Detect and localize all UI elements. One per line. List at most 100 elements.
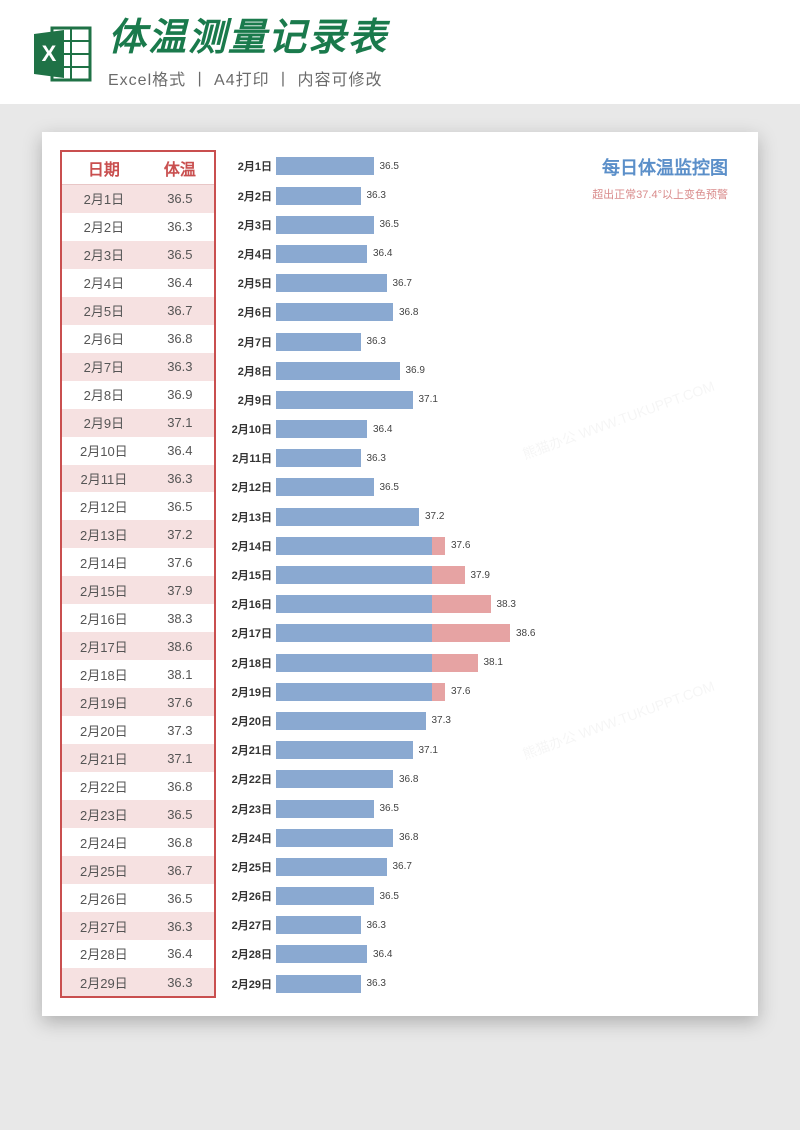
bar-date-label: 2月6日 <box>230 304 276 320</box>
bar-track: 38.3 <box>276 595 740 613</box>
bar-warning-segment <box>432 595 491 613</box>
cell-date: 2月22日 <box>61 772 146 800</box>
bar-row: 2月15日37.9 <box>230 560 740 589</box>
bar-normal-segment <box>276 274 387 292</box>
bar-track: 36.4 <box>276 420 740 438</box>
bar-date-label: 2月9日 <box>230 392 276 408</box>
cell-date: 2月6日 <box>61 325 146 353</box>
bar-row: 2月23日36.5 <box>230 794 740 823</box>
table-row: 2月18日38.1 <box>61 660 215 688</box>
chart-area: 每日体温监控图 超出正常37.4°以上变色预警 2月1日36.52月2日36.3… <box>230 150 740 998</box>
bar-date-label: 2月11日 <box>230 450 276 466</box>
table-row: 2月6日36.8 <box>61 325 215 353</box>
bar-value-label: 38.1 <box>484 657 503 668</box>
bar-value-label: 36.3 <box>367 190 386 201</box>
table-row: 2月5日36.7 <box>61 297 215 325</box>
bar-track: 37.9 <box>276 566 740 584</box>
bar-date-label: 2月5日 <box>230 275 276 291</box>
bar-date-label: 2月24日 <box>230 830 276 846</box>
bar-track: 36.3 <box>276 333 740 351</box>
bar-chart: 2月1日36.52月2日36.32月3日36.52月4日36.42月5日36.7… <box>230 150 740 998</box>
table-row: 2月7日36.3 <box>61 353 215 381</box>
table-row: 2月15日37.9 <box>61 576 215 604</box>
bar-row: 2月7日36.3 <box>230 327 740 356</box>
table-row: 2月28日36.4 <box>61 940 215 968</box>
cell-temp: 36.9 <box>146 381 215 409</box>
bar-normal-segment <box>276 333 361 351</box>
cell-date: 2月1日 <box>61 184 146 213</box>
bar-value-label: 37.3 <box>432 715 451 726</box>
cell-temp: 36.5 <box>146 241 215 269</box>
bar-track: 36.8 <box>276 829 740 847</box>
bar-normal-segment <box>276 945 367 963</box>
cell-date: 2月8日 <box>61 381 146 409</box>
bar-row: 2月8日 36.9 <box>230 356 740 385</box>
bar-date-label: 2月25日 <box>230 859 276 875</box>
bar-normal-segment <box>276 683 432 701</box>
cell-date: 2月13日 <box>61 520 146 548</box>
cell-temp: 36.4 <box>146 269 215 297</box>
bar-track: 37.3 <box>276 712 740 730</box>
bar-row: 2月28日36.4 <box>230 940 740 969</box>
table-row: 2月27日36.3 <box>61 912 215 940</box>
table-row: 2月12日36.5 <box>61 492 215 520</box>
bar-warning-segment <box>432 683 445 701</box>
col-header-date: 日期 <box>61 151 146 185</box>
page-header: X 体温测量记录表 Excel格式 丨 A4打印 丨 内容可修改 <box>0 0 800 104</box>
cell-date: 2月4日 <box>61 269 146 297</box>
bar-normal-segment <box>276 508 419 526</box>
bar-date-label: 2月2日 <box>230 188 276 204</box>
table-row: 2月3日36.5 <box>61 241 215 269</box>
cell-temp: 38.6 <box>146 632 215 660</box>
bar-date-label: 2月8日 <box>230 363 276 379</box>
cell-date: 2月15日 <box>61 576 146 604</box>
bar-value-label: 36.5 <box>380 482 399 493</box>
excel-sheet: 日期 体温 2月1日36.52月2日36.32月3日36.52月4日36.42月… <box>42 132 758 1016</box>
bar-date-label: 2月26日 <box>230 888 276 904</box>
bar-row: 2月17日38.6 <box>230 619 740 648</box>
bar-normal-segment <box>276 216 374 234</box>
bar-value-label: 36.5 <box>380 803 399 814</box>
bar-row: 2月5日36.7 <box>230 269 740 298</box>
cell-date: 2月11日 <box>61 465 146 493</box>
cell-date: 2月28日 <box>61 940 146 968</box>
table-row: 2月25日36.7 <box>61 856 215 884</box>
cell-temp: 36.8 <box>146 828 215 856</box>
bar-value-label: 37.6 <box>451 686 470 697</box>
bar-normal-segment <box>276 157 374 175</box>
table-row: 2月11日36.3 <box>61 465 215 493</box>
bar-track: 36.7 <box>276 274 740 292</box>
bar-value-label: 36.9 <box>406 365 425 376</box>
bar-row: 2月4日36.4 <box>230 239 740 268</box>
bar-value-label: 36.7 <box>393 861 412 872</box>
bar-warning-segment <box>432 537 445 555</box>
bar-track: 37.1 <box>276 391 740 409</box>
excel-file-icon: X <box>30 22 94 86</box>
bar-value-label: 37.6 <box>451 540 470 551</box>
cell-temp: 37.6 <box>146 688 215 716</box>
table-row: 2月2日36.3 <box>61 213 215 241</box>
cell-date: 2月24日 <box>61 828 146 856</box>
bar-row: 2月11日 36.3 <box>230 444 740 473</box>
bar-date-label: 2月7日 <box>230 334 276 350</box>
bar-normal-segment <box>276 595 432 613</box>
table-row: 2月17日38.6 <box>61 632 215 660</box>
bar-track: 36.4 <box>276 945 740 963</box>
bar-track: 37.6 <box>276 537 740 555</box>
bar-date-label: 2月19日 <box>230 684 276 700</box>
bar-date-label: 2月13日 <box>230 509 276 525</box>
table-row: 2月13日37.2 <box>61 520 215 548</box>
bar-warning-segment <box>432 566 465 584</box>
bar-date-label: 2月22日 <box>230 771 276 787</box>
bar-value-label: 36.8 <box>399 307 418 318</box>
table-row: 2月22日36.8 <box>61 772 215 800</box>
bar-value-label: 36.3 <box>367 453 386 464</box>
bar-normal-segment <box>276 916 361 934</box>
bar-normal-segment <box>276 187 361 205</box>
cell-temp: 36.3 <box>146 353 215 381</box>
bar-normal-segment <box>276 712 426 730</box>
cell-date: 2月9日 <box>61 409 146 437</box>
temperature-table: 日期 体温 2月1日36.52月2日36.32月3日36.52月4日36.42月… <box>60 150 216 998</box>
cell-temp: 38.3 <box>146 604 215 632</box>
table-row: 2月9日37.1 <box>61 409 215 437</box>
